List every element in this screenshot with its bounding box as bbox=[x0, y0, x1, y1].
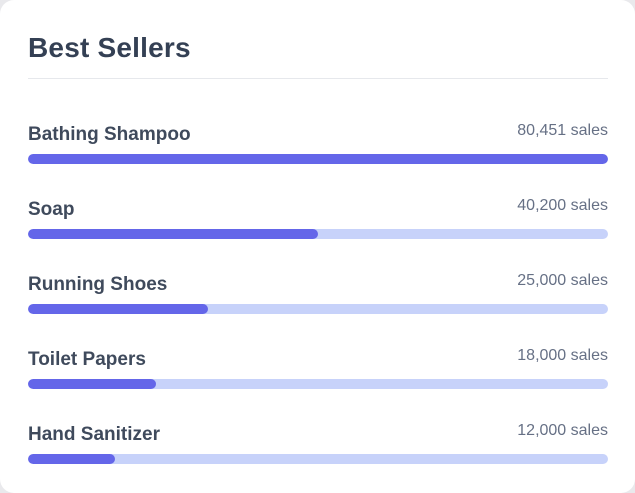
list-item: Toilet Papers 18,000 sales bbox=[28, 347, 608, 399]
product-name: Running Shoes bbox=[28, 274, 168, 295]
title-divider bbox=[28, 78, 608, 79]
list-item: Running Shoes 25,000 sales bbox=[28, 272, 608, 324]
progress-track bbox=[28, 229, 608, 239]
product-name: Toilet Papers bbox=[28, 349, 146, 370]
progress-track bbox=[28, 379, 608, 389]
sales-count: 12,000 sales bbox=[517, 422, 608, 439]
progress-track bbox=[28, 454, 608, 464]
card-title: Best Sellers bbox=[28, 32, 191, 63]
list-item: Soap 40,200 sales bbox=[28, 197, 608, 249]
progress-fill bbox=[28, 154, 608, 164]
progress-fill bbox=[28, 304, 208, 314]
product-name: Hand Sanitizer bbox=[28, 424, 160, 445]
sales-count: 80,451 sales bbox=[517, 122, 608, 139]
progress-fill bbox=[28, 379, 156, 389]
progress-fill bbox=[28, 229, 318, 239]
list-item: Bathing Shampoo 80,451 sales bbox=[28, 122, 608, 174]
progress-track bbox=[28, 154, 608, 164]
sales-count: 18,000 sales bbox=[517, 347, 608, 364]
progress-track bbox=[28, 304, 608, 314]
sales-count: 40,200 sales bbox=[517, 197, 608, 214]
product-name: Soap bbox=[28, 199, 75, 220]
product-name: Bathing Shampoo bbox=[28, 124, 191, 145]
sales-count: 25,000 sales bbox=[517, 272, 608, 289]
progress-fill bbox=[28, 454, 115, 464]
list-item: Hand Sanitizer 12,000 sales bbox=[28, 422, 608, 474]
